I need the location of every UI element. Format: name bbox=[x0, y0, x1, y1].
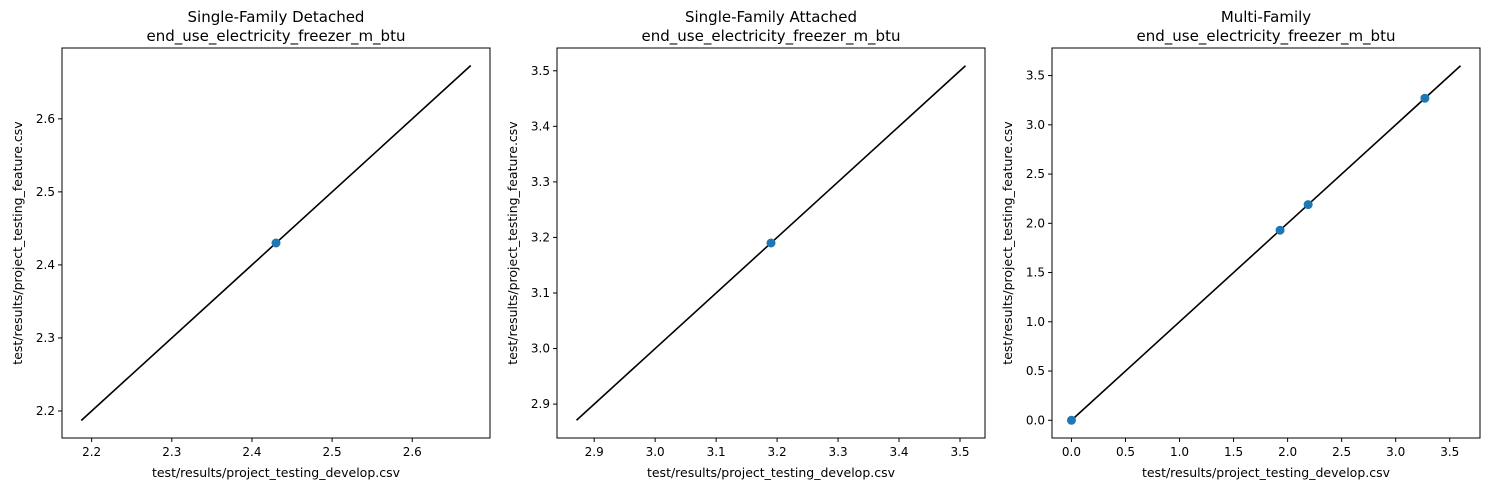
data-point bbox=[1303, 200, 1313, 210]
x-tick-label: 3.0 bbox=[646, 445, 665, 459]
y-tick-label: 3.0 bbox=[531, 342, 550, 356]
y-tick-label: 2.0 bbox=[1026, 216, 1045, 230]
y-tick-label: 2.9 bbox=[531, 397, 550, 411]
data-point bbox=[1275, 225, 1285, 235]
x-tick-label: 3.3 bbox=[829, 445, 848, 459]
x-tick-label: 3.2 bbox=[768, 445, 787, 459]
x-tick-label: 2.0 bbox=[1278, 445, 1297, 459]
y-tick-label: 2.5 bbox=[36, 185, 55, 199]
chart-title: Single-Family Attached bbox=[685, 8, 857, 26]
y-tick-label: 3.2 bbox=[531, 230, 550, 244]
reference-line bbox=[1070, 65, 1462, 421]
data-point bbox=[1420, 93, 1430, 103]
y-tick-label: 2.2 bbox=[36, 404, 55, 418]
plot-frame bbox=[556, 47, 986, 439]
x-tick-label: 3.0 bbox=[1386, 445, 1405, 459]
subplot-single-family-detached: Single-Family Detached end_use_electrici… bbox=[10, 8, 491, 480]
y-tick-label: 1.0 bbox=[1026, 315, 1045, 329]
chart-title: Multi-Family bbox=[1221, 8, 1311, 26]
x-tick-label: 2.5 bbox=[1332, 445, 1351, 459]
chart-subtitle: end_use_electricity_freezer_m_btu bbox=[1137, 27, 1396, 46]
y-tick-label: 3.5 bbox=[531, 64, 550, 78]
x-tick-label: 3.4 bbox=[889, 445, 908, 459]
x-axis-label: test/results/project_testing_develop.csv bbox=[647, 465, 896, 480]
x-tick-label: 3.1 bbox=[707, 445, 726, 459]
x-axis-label: test/results/project_testing_develop.csv bbox=[1142, 465, 1391, 480]
y-tick-label: 2.6 bbox=[36, 112, 55, 126]
y-tick-label: 0.5 bbox=[1026, 364, 1045, 378]
subplot-single-family-attached: Single-Family Attached end_use_electrici… bbox=[505, 8, 986, 480]
y-axis-label: test/results/project_testing_feature.csv bbox=[10, 121, 25, 365]
y-tick-label: 2.5 bbox=[1026, 167, 1045, 181]
x-tick-label: 1.0 bbox=[1170, 445, 1189, 459]
subplot-multi-family: Multi-Family end_use_electricity_freezer… bbox=[1000, 8, 1481, 480]
y-tick-label: 0.0 bbox=[1026, 413, 1045, 427]
x-tick-label: 0.5 bbox=[1116, 445, 1135, 459]
y-tick-label: 2.4 bbox=[36, 258, 55, 272]
y-tick-label: 3.1 bbox=[531, 286, 550, 300]
y-tick-label: 3.5 bbox=[1026, 69, 1045, 83]
plot-frame bbox=[61, 47, 491, 439]
y-tick-label: 3.3 bbox=[531, 175, 550, 189]
x-tick-label: 3.5 bbox=[1440, 445, 1459, 459]
y-axis-label: test/results/project_testing_feature.csv bbox=[505, 121, 520, 365]
x-tick-label: 1.5 bbox=[1224, 445, 1243, 459]
x-tick-label: 2.6 bbox=[403, 445, 422, 459]
x-tick-label: 2.3 bbox=[162, 445, 181, 459]
chart-title: Single-Family Detached bbox=[188, 8, 365, 26]
x-tick-label: 0.0 bbox=[1062, 445, 1081, 459]
chart-subtitle: end_use_electricity_freezer_m_btu bbox=[147, 27, 406, 46]
x-tick-label: 2.4 bbox=[242, 445, 261, 459]
y-axis-label: test/results/project_testing_feature.csv bbox=[1000, 121, 1015, 365]
y-tick-label: 2.3 bbox=[36, 331, 55, 345]
y-tick-label: 3.4 bbox=[531, 119, 550, 133]
plot-frame bbox=[1051, 47, 1481, 439]
x-tick-label: 2.2 bbox=[82, 445, 101, 459]
data-point bbox=[271, 238, 281, 248]
data-point bbox=[766, 238, 776, 248]
x-tick-label: 2.9 bbox=[585, 445, 604, 459]
chart-subtitle: end_use_electricity_freezer_m_btu bbox=[642, 27, 901, 46]
x-tick-label: 2.5 bbox=[323, 445, 342, 459]
y-tick-label: 3.0 bbox=[1026, 118, 1045, 132]
x-axis-label: test/results/project_testing_develop.csv bbox=[152, 465, 401, 480]
y-tick-label: 1.5 bbox=[1026, 266, 1045, 280]
x-tick-label: 3.5 bbox=[950, 445, 969, 459]
data-point bbox=[1066, 415, 1076, 425]
